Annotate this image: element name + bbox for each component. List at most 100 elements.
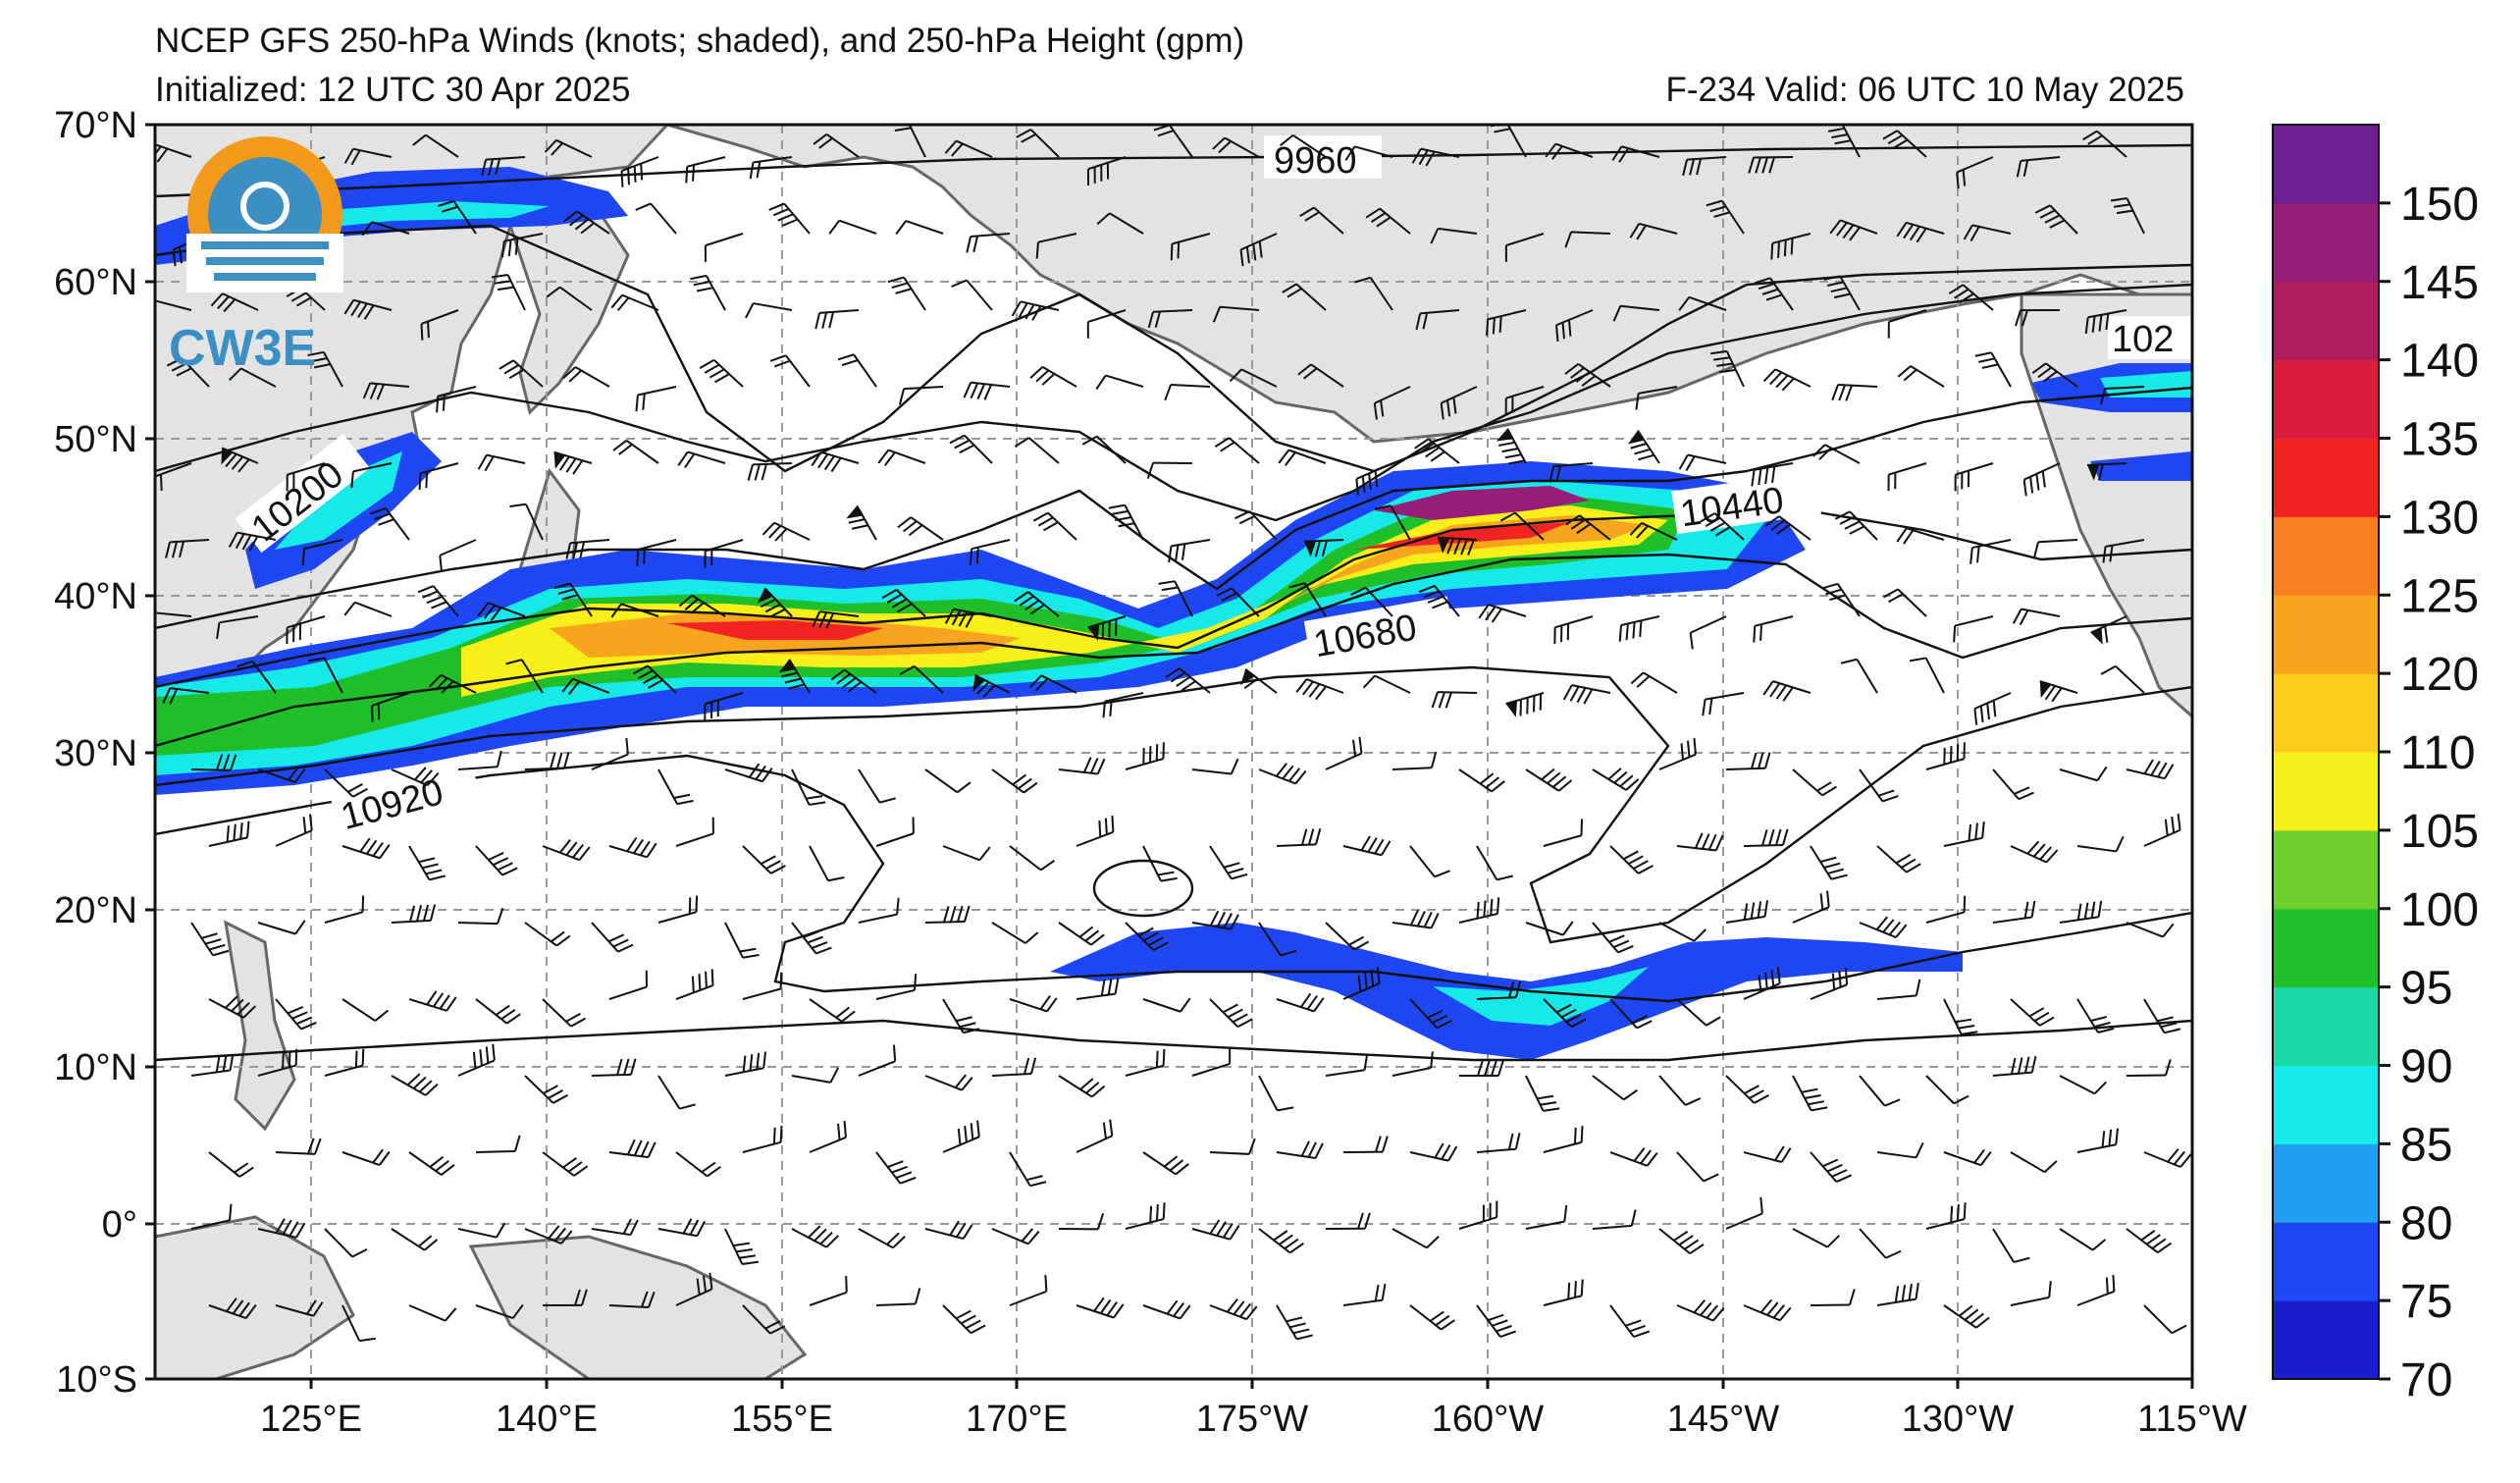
wind-barb [2022, 462, 2061, 497]
wind-barb [324, 1228, 368, 1258]
wind-barb [944, 139, 993, 158]
wind-barb [791, 922, 832, 955]
wind-barb [951, 279, 993, 311]
jet-core-red [667, 522, 1570, 640]
wind-barb [1592, 1209, 1637, 1230]
wind-barb [1440, 386, 1478, 420]
wind-barb [1431, 691, 1478, 709]
wind-barb [391, 1073, 439, 1096]
lon-label: 125°E [260, 1399, 362, 1440]
philippines-landmass [224, 920, 296, 1132]
wind-barb [1963, 224, 2012, 241]
wind-barb [924, 768, 971, 794]
wind-barb [1751, 462, 1794, 487]
wind-barb [875, 974, 918, 1000]
colorbar-band [2273, 752, 2379, 831]
wind-barb [275, 814, 313, 847]
wind-barb [1014, 437, 1060, 464]
wind-barb [408, 845, 446, 881]
wind-barb [1299, 206, 1344, 235]
wind-barb [2126, 1228, 2173, 1254]
wind-barb [228, 531, 277, 552]
wind-barb [877, 449, 926, 466]
colorbar-label: 100 [2400, 884, 2479, 936]
wind-barb [190, 922, 230, 957]
colorbar-band [2273, 595, 2379, 674]
wind-barb [1743, 1145, 1792, 1163]
wind-barb [481, 156, 526, 177]
wind-barb [1076, 977, 1120, 1000]
wind-barb [524, 1225, 573, 1245]
wind-barb [301, 539, 343, 565]
wind-barb [1325, 1053, 1369, 1077]
wind-barb [1209, 998, 1253, 1029]
wind-barb [439, 539, 477, 572]
wind-barb [591, 1218, 639, 1237]
wind-barb [2039, 680, 2078, 703]
colorbar-label: 120 [2400, 649, 2479, 701]
wind-barb [1342, 1136, 1389, 1153]
wind-barb [542, 1151, 589, 1177]
wind-barb [1505, 692, 1545, 717]
wind-barb [898, 386, 944, 405]
wind-barb [591, 1058, 637, 1077]
colorbar-band [2273, 1143, 2379, 1223]
wind-barb [1216, 587, 1260, 617]
colorbar-band [2273, 202, 2379, 283]
wind-barb [1391, 910, 1440, 929]
lat-label: 60°N [54, 262, 137, 303]
wind-barb [699, 358, 744, 388]
wind-barb [1011, 300, 1060, 321]
wind-barb [343, 147, 393, 166]
wind-barb [1504, 233, 1545, 262]
wind-barb [1658, 1228, 1705, 1254]
wind-barb [1792, 1075, 1828, 1112]
valid-time: F-234 Valid: 06 UTC 10 May 2025 [1665, 71, 2184, 109]
wind-barb [1076, 1297, 1125, 1319]
wind-barb [457, 1222, 506, 1239]
wind-barb [524, 752, 570, 770]
wind-barb [1658, 922, 1706, 942]
wind-barb [155, 611, 192, 617]
wind-barb [1676, 832, 1724, 852]
wind-barb [814, 309, 860, 330]
wind-barb [828, 219, 877, 235]
contour-10560 [155, 508, 2192, 689]
wind-barb [1925, 1202, 1967, 1230]
wind-barb [1240, 668, 1278, 694]
colorbar-label: 95 [2400, 963, 2452, 1015]
wind-barb [924, 905, 971, 924]
wind-barb [1876, 845, 1921, 874]
wind-barb [208, 821, 250, 847]
wind-barb [899, 664, 944, 694]
wind-barb [881, 589, 926, 617]
wind-barbs [155, 125, 2192, 1343]
wind-barb [1415, 309, 1460, 331]
wind-barb [2010, 998, 2055, 1027]
wind-barb [1165, 667, 1211, 694]
wind-barb [1365, 207, 1411, 235]
contour-11040 [155, 1019, 2192, 1062]
wind-barb [1409, 845, 1450, 878]
wind-barb [2084, 309, 2127, 335]
wind-barb [408, 990, 457, 1012]
colorbar-label: 125 [2400, 570, 2479, 622]
wind-barb [1214, 437, 1260, 464]
wind-barb [685, 156, 726, 184]
wind-barb [875, 1288, 921, 1306]
wind-barb [1592, 768, 1640, 791]
wind-barb [1303, 539, 1344, 557]
new-guinea-landmass [468, 1235, 808, 1379]
wind-barb [813, 132, 860, 158]
wind-barb [1564, 363, 1611, 388]
wind-barb [155, 298, 192, 311]
wind-barb [809, 998, 856, 1023]
wind-barb [408, 1304, 457, 1322]
wind-barb [1058, 1213, 1105, 1231]
wind-barb [757, 587, 793, 618]
wind-barb [221, 447, 259, 473]
wind-barb [636, 539, 677, 566]
wind-barb [1258, 922, 1297, 957]
wind-barb [1342, 1284, 1387, 1306]
colorbar-label: 105 [2400, 806, 2479, 858]
